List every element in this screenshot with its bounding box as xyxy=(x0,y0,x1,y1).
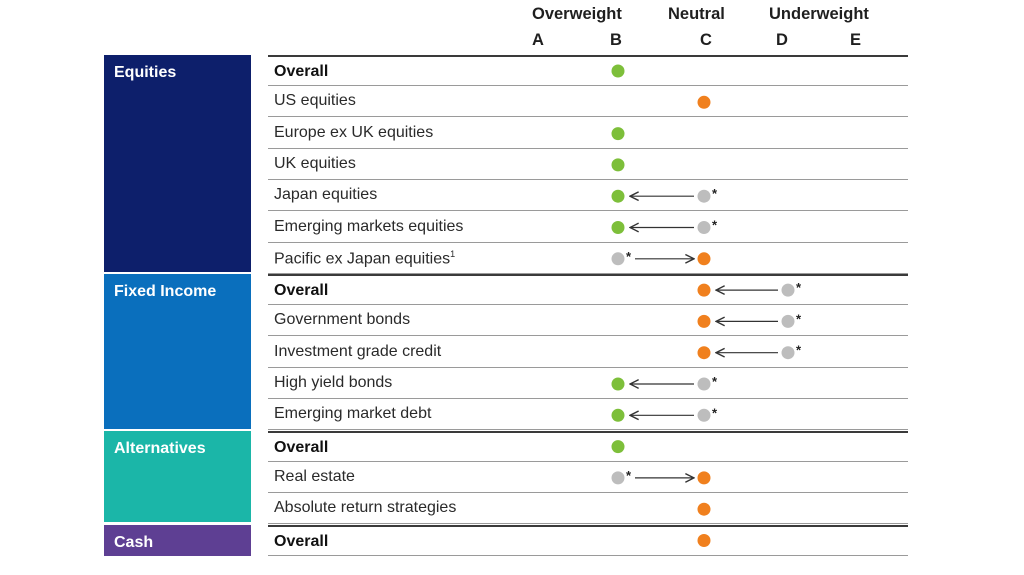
row-label-equities-overall: Overall xyxy=(274,63,329,80)
row-label-equities-japan-equities: Japan equities xyxy=(274,186,378,204)
row-label-equities-uk-equities: UK equities xyxy=(274,154,356,172)
column-e-header: E xyxy=(850,31,862,49)
table-row: Europe ex UK equities xyxy=(268,118,908,149)
table-body: Overall US equities Europe ex UK equities U… xyxy=(268,0,908,575)
column-a-header: A xyxy=(532,31,544,49)
table-row: Overall xyxy=(268,274,908,306)
table-row: Pacific ex Japan equities1 xyxy=(268,243,908,274)
table-row: Emerging market debt xyxy=(268,399,908,431)
table-row: US equities xyxy=(268,86,908,118)
header-overweight: Overweight xyxy=(532,5,622,23)
category-cash: Cash xyxy=(104,524,251,556)
header-underweight: Underweight xyxy=(769,5,869,23)
table-row: Emerging markets equities xyxy=(268,212,908,243)
column-b-header: B xyxy=(610,31,622,49)
table-row: UK equities xyxy=(268,149,908,180)
row-label-fixed-income-emerging-market-debt: Emerging market debt xyxy=(274,405,432,423)
row-label-cash-overall: Overall xyxy=(274,532,329,550)
table-row: Japan equities xyxy=(268,180,908,212)
row-label-fixed-income-investment-grade-credit: Investment grade credit xyxy=(274,342,442,360)
table-row: Overall xyxy=(268,55,908,86)
row-label-fixed-income-government-bonds: Government bonds xyxy=(274,311,411,329)
category-fixed-income: Fixed Income xyxy=(104,274,251,429)
column-d-header: D xyxy=(776,31,788,49)
row-label-alternatives-absolute-return-strategies: Absolute return strategies xyxy=(274,499,457,517)
table-row: Real estate xyxy=(268,462,908,493)
row-label-alternatives-real-estate: Real estate xyxy=(274,467,355,485)
table-row: Overall xyxy=(268,524,908,556)
category-alternatives: Alternatives xyxy=(104,430,251,523)
table-row: Absolute return strategies xyxy=(268,493,908,525)
table-row: Overall xyxy=(268,430,908,462)
header-neutral: Neutral xyxy=(668,5,725,23)
row-label-equities-emerging-markets-equities: Emerging markets equities xyxy=(274,217,464,235)
column-c-header: C xyxy=(700,31,712,49)
row-label-equities-pacific-ex-japan-equities: Pacific ex Japan equities1 xyxy=(274,248,456,268)
footnote-marker: 1 xyxy=(450,248,456,259)
row-label-equities-us-equities: US equities xyxy=(274,92,356,110)
table-row: High yield bonds xyxy=(268,368,908,399)
row-label-alternatives-overall: Overall xyxy=(274,438,329,456)
row-label-equities-europe-ex-uk-equities: Europe ex UK equities xyxy=(274,123,434,141)
table-row: Investment grade credit xyxy=(268,337,908,368)
category-equities: Equities xyxy=(104,55,251,273)
row-label-fixed-income-high-yield-bonds: High yield bonds xyxy=(274,374,393,391)
row-label-fixed-income-overall: Overall xyxy=(274,282,329,300)
table-row: Government bonds xyxy=(268,305,908,337)
